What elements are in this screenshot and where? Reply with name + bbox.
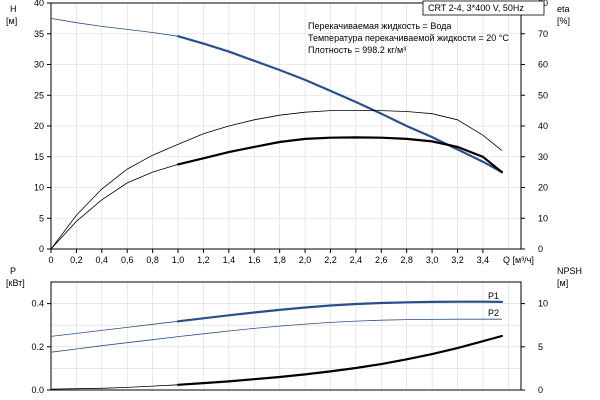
left-tick-label: 5	[39, 213, 44, 223]
x-tick-label: 0	[48, 255, 53, 265]
right-tick-label: 0	[538, 385, 543, 395]
series-label-p1: P1	[488, 291, 499, 301]
left-tick-label: 10	[34, 183, 44, 193]
left-tick-label: 30	[34, 60, 44, 70]
annotation-3: Плотность = 998.2 кг/м³	[308, 45, 406, 55]
x-tick-label: 2,4	[350, 255, 363, 265]
x-tick-label: 2,2	[324, 255, 337, 265]
left-axis-label: P	[10, 266, 16, 276]
lower-chart-panel: P [кВт] NPSH [м] P1 P2 0.0 0.2 0.4 0 5 10	[6, 266, 582, 395]
right-axis-label: NPSH	[557, 266, 582, 276]
series-line-0	[176, 300, 503, 323]
x-tick-label: 1,0	[172, 255, 185, 265]
series-line-0-extension	[50, 18, 179, 37]
series-line-2	[176, 136, 503, 174]
x-tick-label: 0,6	[121, 255, 134, 265]
annotation-2: Температура перекачиваемой жидкости = 20…	[308, 33, 509, 43]
right-tick-label: 10	[538, 299, 548, 309]
series-label-p2: P2	[488, 308, 499, 318]
right-axis-unit: [м]	[557, 278, 568, 288]
left-tick-label: 0	[39, 244, 44, 254]
series-line-0	[176, 35, 503, 174]
chart-title: CRT 2-4, 3*400 V, 50Hz	[428, 3, 524, 13]
left-tick-label: 20	[34, 121, 44, 131]
x-tick-label: 3,4	[477, 255, 490, 265]
left-tick-label: 0.2	[31, 342, 44, 352]
left-axis-unit: [кВт]	[6, 278, 25, 288]
x-tick-label: 3,2	[451, 255, 464, 265]
x-tick-label: 1,2	[197, 255, 210, 265]
series-line-2-extension	[50, 384, 179, 390]
x-tick-label: 0,2	[70, 255, 83, 265]
right-tick-label: 20	[538, 183, 548, 193]
annotation-1: Перекачиваемая жидкость = Вода	[308, 21, 451, 31]
title-box	[422, 0, 545, 16]
series-line-0-extension	[50, 320, 179, 337]
x-tick-label: 0,4	[96, 255, 109, 265]
plot-frame	[50, 281, 522, 391]
series-line-1	[50, 318, 502, 353]
left-tick-label: 40	[34, 0, 44, 8]
upper-chart-panel: 051015202530354001020304050607080H[м]eta…	[6, 0, 570, 265]
right-tick-label: 10	[538, 213, 548, 223]
left-tick-label: 0.4	[31, 299, 44, 309]
right-tick-label: 70	[538, 29, 548, 39]
x-tick-label: 2,6	[375, 255, 388, 265]
left-tick-label: 25	[34, 90, 44, 100]
x-tick-label: 1,4	[223, 255, 236, 265]
left-tick-label: 15	[34, 152, 44, 162]
x-tick-label: 0,8	[146, 255, 159, 265]
left-axis-label: H	[10, 4, 17, 14]
series-line-2	[176, 334, 503, 386]
x-tick-label: 3,0	[426, 255, 439, 265]
left-axis-unit: [м]	[6, 16, 17, 26]
x-tick-label: 1,8	[273, 255, 286, 265]
right-tick-label: 0	[538, 244, 543, 254]
right-tick-label: 40	[538, 121, 548, 131]
x-tick-label: 1,6	[248, 255, 261, 265]
right-tick-label: 50	[538, 90, 548, 100]
right-tick-label: 60	[538, 60, 548, 70]
right-tick-label: 30	[538, 152, 548, 162]
x-axis-label: Q [м³/ч]	[503, 255, 534, 265]
series-line-2-extension	[50, 164, 179, 250]
x-tick-label: 2,8	[400, 255, 413, 265]
left-tick-label: 0.0	[31, 385, 44, 395]
right-axis-label: eta	[557, 4, 570, 14]
series-line-1	[50, 110, 503, 250]
x-tick-label: 2,0	[299, 255, 312, 265]
right-axis-unit: [%]	[557, 16, 570, 26]
left-tick-label: 35	[34, 29, 44, 39]
right-tick-label: 5	[538, 342, 543, 352]
